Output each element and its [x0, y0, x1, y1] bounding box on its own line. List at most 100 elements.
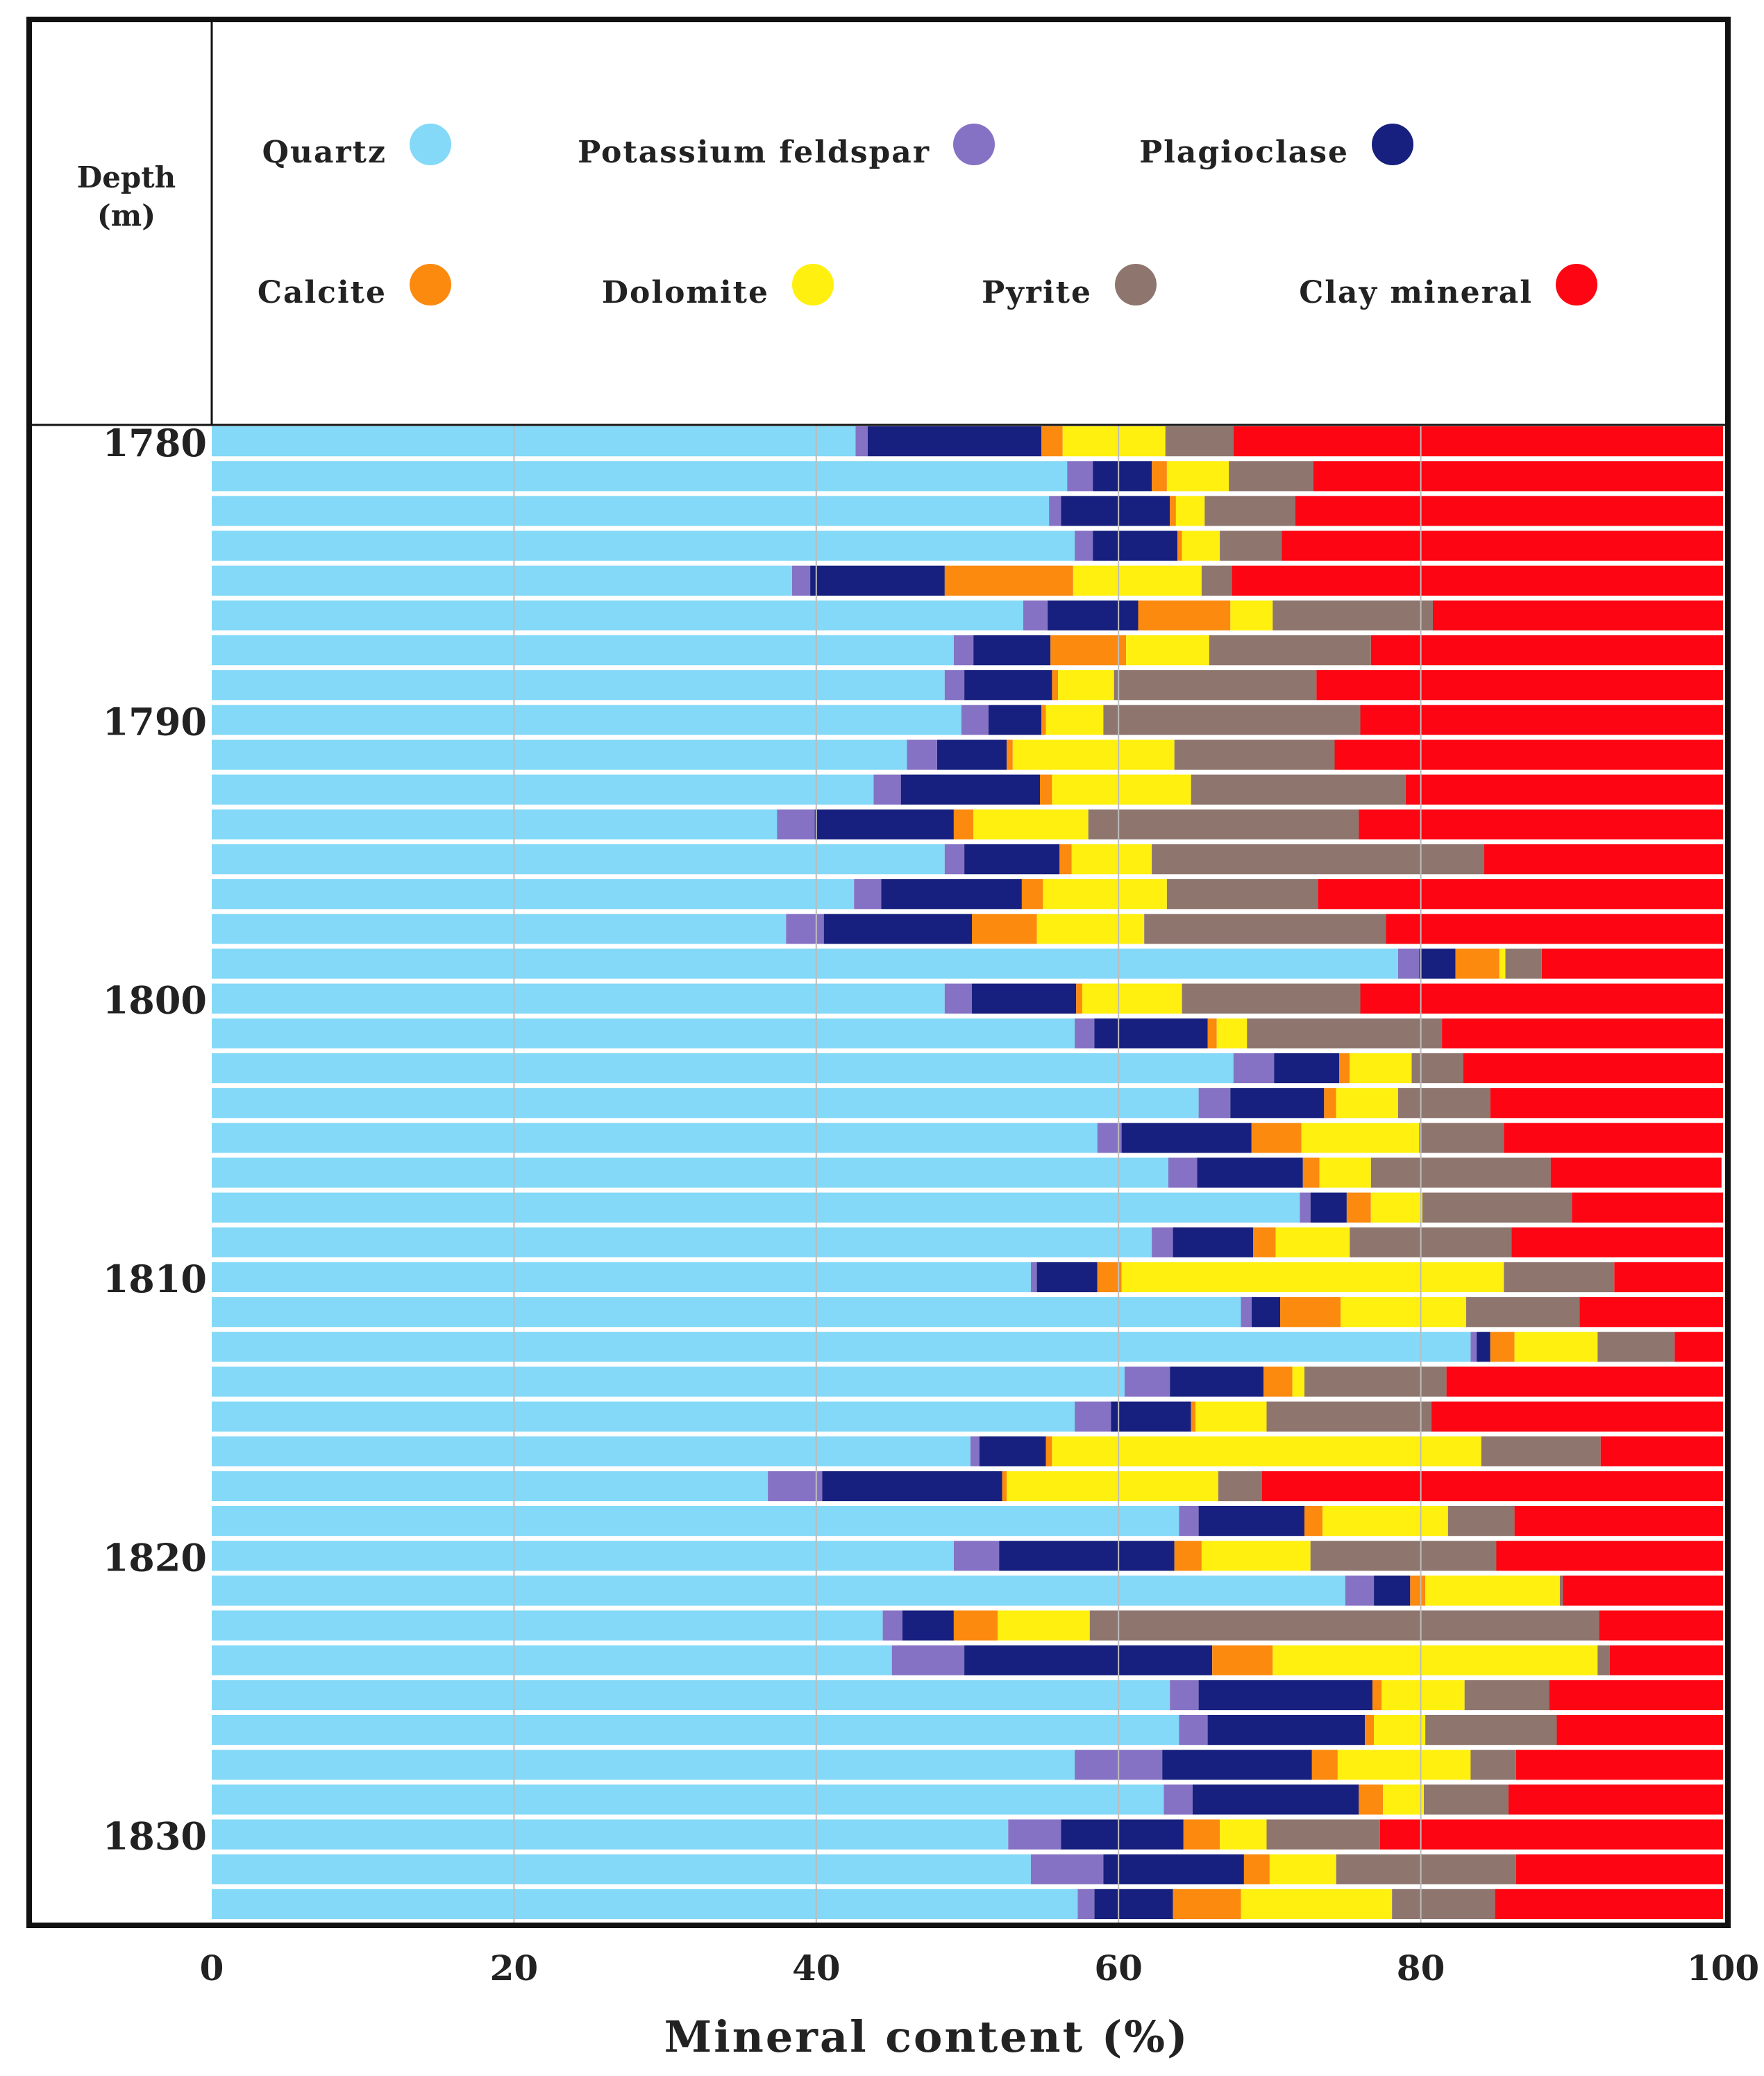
bar-segment-plagioclase-row-35: [964, 1645, 1213, 1675]
bar-segment-dolomite-row-41: [1269, 1854, 1336, 1884]
bar-segment-pyrite-row-0: [1165, 426, 1234, 457]
bar-segment-dolomite-row-32: [1201, 1541, 1311, 1571]
bar-segment-pyrite-row-36: [1464, 1680, 1549, 1711]
bar-segment-pyrite-row-21: [1370, 1157, 1551, 1188]
bar-segment-clay-mineral-row-5: [1433, 600, 1723, 630]
bar-segment-plagioclase-row-39: [1192, 1784, 1359, 1815]
bar-segment-potassium-feldspar-row-14: [786, 914, 824, 944]
bar-segment-dolomite-row-15: [1499, 948, 1506, 979]
bar-segment-plagioclase-row-34: [902, 1610, 954, 1641]
bar-segment-quartz-row-34: [212, 1610, 883, 1641]
bar-segment-clay-mineral-row-39: [1508, 1784, 1723, 1815]
bar-segment-quartz-row-3: [212, 530, 1075, 561]
bar-segment-potassium-feldspar-row-15: [1397, 948, 1420, 979]
bar-segment-clay-mineral-row-31: [1514, 1506, 1723, 1537]
bar-segment-calcite-row-8: [1041, 705, 1046, 735]
bar-segment-calcite-row-0: [1041, 426, 1063, 457]
bar-segment-plagioclase-row-29: [979, 1436, 1046, 1466]
bar-segment-quartz-row-0: [212, 426, 856, 457]
bar-segment-potassium-feldspar-row-9: [907, 739, 937, 770]
bar-segment-quartz-row-14: [212, 914, 787, 944]
bar-segment-calcite-row-29: [1045, 1436, 1052, 1466]
bar-segment-dolomite-row-29: [1052, 1436, 1481, 1466]
bar-segment-pyrite-row-2: [1204, 496, 1295, 526]
bar-segment-pyrite-row-19: [1397, 1088, 1490, 1119]
bar-segment-plagioclase-row-26: [1477, 1332, 1490, 1362]
bar-segment-potassium-feldspar-row-24: [1030, 1262, 1037, 1293]
bar-segment-pyrite-row-7: [1114, 670, 1317, 701]
bar-segment-calcite-row-25: [1280, 1297, 1341, 1328]
bar-segment-dolomite-row-21: [1319, 1157, 1371, 1188]
legend-swatch-pyrite: [1115, 264, 1157, 305]
bar-segment-calcite-row-14: [972, 914, 1037, 944]
bar-segment-clay-mineral-row-36: [1549, 1680, 1723, 1711]
bar-segment-quartz-row-31: [212, 1506, 1179, 1537]
x-tick-label-0: 0: [200, 1948, 224, 1989]
bar-segment-pyrite-row-4: [1201, 565, 1232, 596]
bar-segment-dolomite-row-8: [1045, 705, 1104, 735]
bar-segment-clay-mineral-row-12: [1484, 844, 1723, 875]
bar-segment-quartz-row-6: [212, 635, 954, 666]
bar-segment-pyrite-row-26: [1597, 1332, 1675, 1362]
bar-segment-plagioclase-row-28: [1111, 1401, 1191, 1432]
bar-segment-clay-mineral-row-42: [1495, 1889, 1723, 1919]
bar-segment-dolomite-row-4: [1073, 565, 1202, 596]
bar-segment-potassium-feldspar-row-21: [1168, 1157, 1198, 1188]
bar-segment-quartz-row-28: [212, 1401, 1075, 1432]
bar-segment-clay-mineral-row-16: [1360, 983, 1723, 1014]
bar-segment-plagioclase-row-0: [867, 426, 1042, 457]
bar-segment-calcite-row-17: [1207, 1018, 1217, 1048]
bar-segment-potassium-feldspar-row-26: [1470, 1332, 1477, 1362]
x-axis: 0 20 40 60 80 100: [200, 1948, 1760, 1989]
bar-segment-calcite-row-23: [1253, 1227, 1276, 1257]
bar-segment-calcite-row-26: [1490, 1332, 1515, 1362]
bar-segment-quartz-row-38: [212, 1750, 1075, 1780]
bar-segment-pyrite-row-20: [1419, 1123, 1504, 1153]
bar-segment-clay-mineral-row-11: [1359, 809, 1723, 839]
bar-segment-plagioclase-row-16: [972, 983, 1077, 1014]
gridlines: [513, 425, 1422, 1923]
bar-segment-clay-mineral-row-37: [1556, 1715, 1723, 1746]
legend-swatch-quartz: [410, 124, 451, 165]
bar-segment-pyrite-row-24: [1504, 1262, 1615, 1293]
bar-segment-potassium-feldspar-row-19: [1198, 1088, 1231, 1119]
bar-segment-clay-mineral-row-20: [1504, 1123, 1723, 1153]
bar-segment-potassium-feldspar-row-2: [1049, 496, 1061, 526]
bar-segment-clay-mineral-row-2: [1295, 496, 1723, 526]
bar-segment-dolomite-row-25: [1341, 1297, 1466, 1328]
bar-segment-potassium-feldspar-row-27: [1124, 1366, 1170, 1397]
bar-segment-calcite-row-7: [1052, 670, 1059, 701]
bar-segment-pyrite-row-31: [1447, 1506, 1515, 1537]
bar-segment-dolomite-row-27: [1292, 1366, 1304, 1397]
bar-segment-dolomite-row-37: [1374, 1715, 1426, 1746]
bar-segment-potassium-feldspar-row-31: [1179, 1506, 1199, 1537]
bar-segment-clay-mineral-row-25: [1579, 1297, 1723, 1328]
bar-segment-dolomite-row-13: [1043, 879, 1167, 910]
bar-segment-dolomite-row-2: [1175, 496, 1205, 526]
bar-segment-potassium-feldspar-row-42: [1077, 1889, 1095, 1919]
bar-segment-calcite-row-27: [1263, 1366, 1293, 1397]
bar-segment-potassium-feldspar-row-16: [944, 983, 972, 1014]
bar-segment-potassium-feldspar-row-18: [1233, 1053, 1275, 1084]
bar-segment-plagioclase-row-32: [999, 1541, 1175, 1571]
bar-segment-pyrite-row-1: [1229, 461, 1313, 492]
bar-segment-plagioclase-row-18: [1274, 1053, 1339, 1084]
bar-segment-quartz-row-24: [212, 1262, 1031, 1293]
bar-segment-pyrite-row-12: [1152, 844, 1484, 875]
bar-segment-clay-mineral-row-22: [1572, 1192, 1723, 1223]
bar-segment-potassium-feldspar-row-25: [1241, 1297, 1252, 1328]
bar-segment-quartz-row-19: [212, 1088, 1199, 1119]
bar-segment-dolomite-row-28: [1195, 1401, 1267, 1432]
bar-segment-plagioclase-row-19: [1230, 1088, 1325, 1119]
bar-segment-dolomite-row-26: [1514, 1332, 1598, 1362]
bar-segment-calcite-row-28: [1191, 1401, 1196, 1432]
bar-segment-pyrite-row-14: [1144, 914, 1386, 944]
bar-segment-clay-mineral-row-19: [1490, 1088, 1723, 1119]
bar-segment-clay-mineral-row-24: [1614, 1262, 1723, 1293]
bar-segment-quartz-row-13: [212, 879, 855, 910]
bar-segment-plagioclase-row-30: [822, 1471, 1002, 1502]
bar-segment-pyrite-row-10: [1191, 774, 1406, 805]
bar-segment-clay-mineral-row-13: [1318, 879, 1723, 910]
bar-segment-dolomite-row-5: [1230, 600, 1273, 630]
bar-segment-quartz-row-20: [212, 1123, 1098, 1153]
